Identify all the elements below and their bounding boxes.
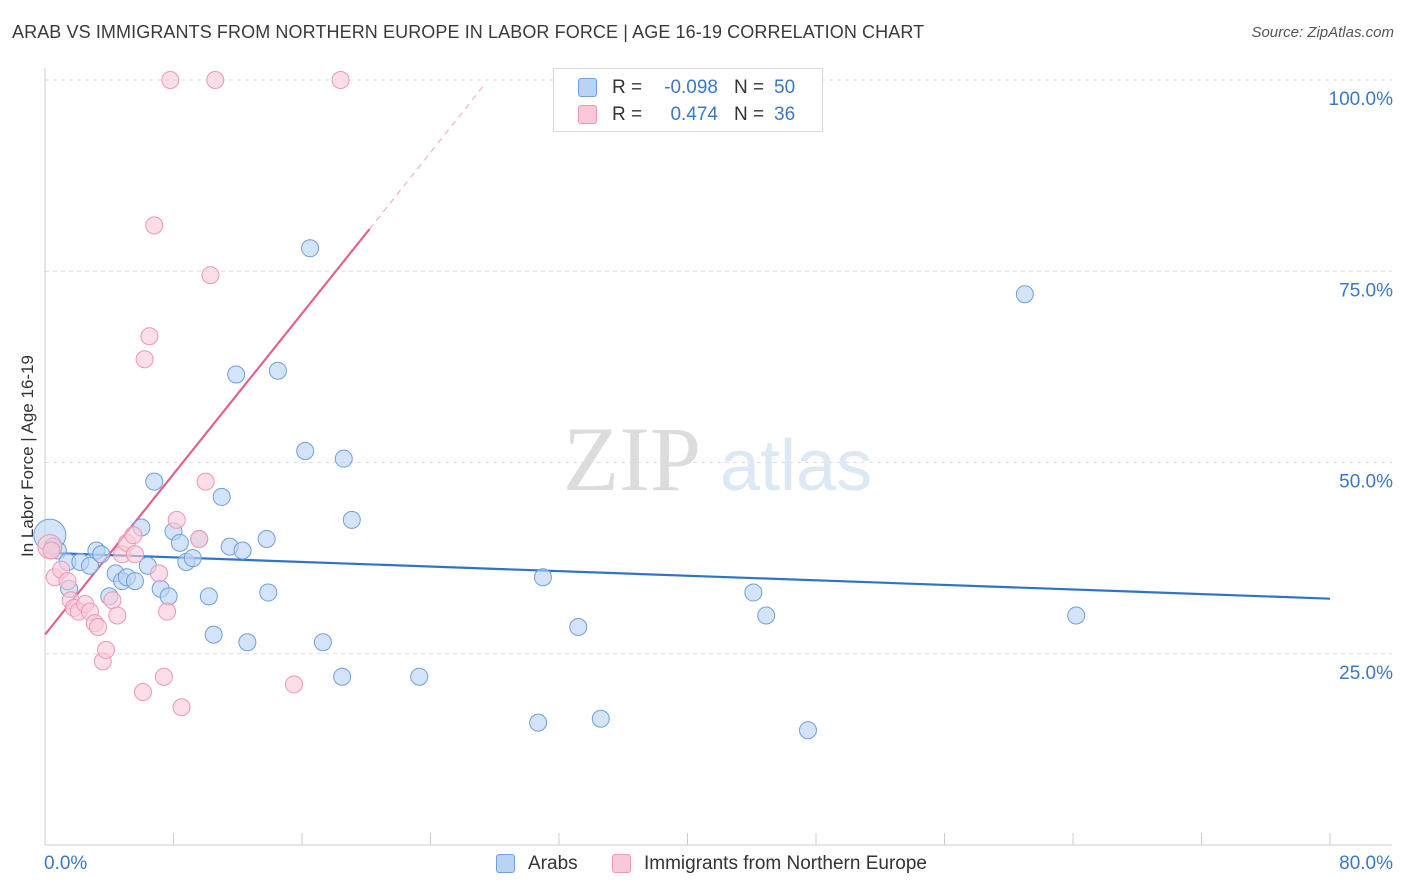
immigrants-point[interactable] xyxy=(158,602,177,621)
arabs-point[interactable] xyxy=(757,606,776,625)
immigrants-point[interactable] xyxy=(133,683,152,701)
arabs-point[interactable] xyxy=(410,667,429,686)
immigrants-point[interactable] xyxy=(190,530,209,548)
grid-lines xyxy=(45,79,1392,655)
immigrants-point[interactable] xyxy=(42,541,61,560)
arabs-point[interactable] xyxy=(227,365,246,384)
data-points xyxy=(33,71,1086,740)
immigrants-point[interactable] xyxy=(124,526,143,545)
arabs-point[interactable] xyxy=(591,709,610,728)
arabs-point[interactable] xyxy=(529,713,548,732)
immigrants-point[interactable] xyxy=(284,675,303,694)
immigrants-trend-extension xyxy=(368,83,486,230)
immigrants-point[interactable] xyxy=(145,216,164,235)
arabs-point[interactable] xyxy=(268,361,287,380)
watermark: ZIP atlas xyxy=(563,408,872,510)
x-tick-label: 80.0% xyxy=(1339,853,1393,874)
immigrants-point[interactable] xyxy=(103,591,122,610)
r-value: 0.474 xyxy=(670,104,718,125)
arabs-point[interactable] xyxy=(1067,606,1086,625)
n-value: 50 xyxy=(774,77,796,98)
immigrants-swatch xyxy=(578,105,597,124)
immigrants-point[interactable] xyxy=(167,510,186,529)
tick-labels: 25.0% 50.0% 75.0% 100.0% 0.0% 80.0% xyxy=(44,89,1393,874)
n-label: N = xyxy=(734,77,765,98)
y-axis-title: In Labor Force | Age 16-19 xyxy=(18,355,37,557)
immigrants-point[interactable] xyxy=(58,572,77,591)
arabs-point[interactable] xyxy=(569,617,588,636)
arabs-point[interactable] xyxy=(296,442,315,461)
trend-lines xyxy=(44,83,1331,636)
immigrants-point[interactable] xyxy=(196,472,215,491)
immigrants-point[interactable] xyxy=(125,545,144,564)
arabs-point[interactable] xyxy=(80,556,99,575)
immigrants-point[interactable] xyxy=(201,266,220,285)
arabs-point[interactable] xyxy=(170,533,189,552)
immigrants-point[interactable] xyxy=(154,667,173,686)
immigrants-point[interactable] xyxy=(140,327,159,346)
arabs-point[interactable] xyxy=(533,568,552,587)
arabs-swatch xyxy=(578,78,597,97)
immigrants-point[interactable] xyxy=(108,606,127,625)
y-tick-label: 50.0% xyxy=(1339,472,1393,493)
arabs-legend-label: Arabs xyxy=(528,853,578,874)
axes xyxy=(44,68,1392,846)
arabs-point[interactable] xyxy=(238,633,257,652)
r-label: R = xyxy=(612,77,643,98)
arabs-point[interactable] xyxy=(257,530,276,548)
arabs-point[interactable] xyxy=(125,572,144,591)
arabs-point[interactable] xyxy=(199,587,218,606)
immigrants-legend-swatch xyxy=(612,854,631,873)
arabs-trend-line xyxy=(44,551,1331,600)
r-value: -0.098 xyxy=(664,77,718,98)
n-value: 36 xyxy=(774,104,796,125)
x-tick-label: 0.0% xyxy=(44,853,87,874)
arabs-point[interactable] xyxy=(259,583,278,602)
immigrants-point[interactable] xyxy=(89,617,108,636)
chart-title: ARAB VS IMMIGRANTS FROM NORTHERN EUROPE … xyxy=(12,22,925,42)
arabs-point[interactable] xyxy=(233,541,252,560)
arabs-point[interactable] xyxy=(159,587,178,606)
arabs-point[interactable] xyxy=(204,625,223,644)
immigrants-point[interactable] xyxy=(206,71,225,89)
arabs-point[interactable] xyxy=(798,721,817,740)
r-label: R = xyxy=(612,104,643,125)
y-tick-label: 100.0% xyxy=(1329,89,1394,110)
arabs-point[interactable] xyxy=(334,449,353,468)
arabs-point[interactable] xyxy=(1015,285,1034,304)
immigrants-point[interactable] xyxy=(135,350,154,369)
immigrants-point[interactable] xyxy=(97,640,116,659)
arabs-point[interactable] xyxy=(183,549,202,568)
arabs-point[interactable] xyxy=(145,472,164,491)
immigrants-point[interactable] xyxy=(150,564,169,583)
immigrants-point[interactable] xyxy=(172,698,191,717)
arabs-point[interactable] xyxy=(744,583,763,602)
arabs-legend-swatch xyxy=(496,854,515,873)
arabs-point[interactable] xyxy=(92,545,111,564)
immigrants-legend-label: Immigrants from Northern Europe xyxy=(644,853,927,874)
n-label: N = xyxy=(734,104,765,125)
stats-legend: R = -0.098 N = 50 R = 0.474 N = 36 xyxy=(553,68,823,132)
source-label: Source: ZipAtlas.com xyxy=(1251,24,1394,41)
arabs-point[interactable] xyxy=(212,487,231,506)
immigrants-trend-line xyxy=(44,228,371,636)
arabs-point[interactable] xyxy=(313,633,332,652)
immigrants-point[interactable] xyxy=(161,71,180,89)
watermark-zip: ZIP xyxy=(563,408,701,510)
arabs-point[interactable] xyxy=(333,667,352,686)
arabs-point[interactable] xyxy=(342,510,361,529)
y-tick-label: 75.0% xyxy=(1339,280,1393,301)
watermark-atlas: atlas xyxy=(720,426,872,506)
immigrants-point[interactable] xyxy=(331,71,350,89)
y-tick-label: 25.0% xyxy=(1339,663,1393,684)
arabs-point[interactable] xyxy=(301,239,320,258)
